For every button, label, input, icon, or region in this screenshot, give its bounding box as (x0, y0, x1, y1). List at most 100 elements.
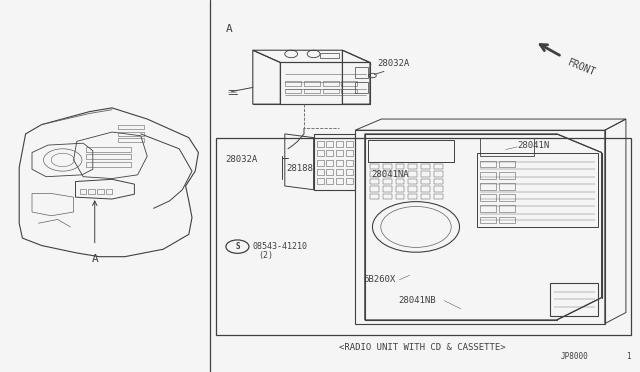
Bar (317, 141, 324, 147)
Bar (336, 178, 343, 184)
Bar (370, 164, 379, 169)
Bar (86, 154, 131, 159)
Text: (2): (2) (258, 251, 273, 260)
Bar (370, 194, 379, 199)
Bar (408, 194, 417, 199)
Text: 28032A: 28032A (225, 155, 257, 164)
Bar (326, 169, 333, 175)
Bar (346, 141, 353, 147)
Text: A: A (226, 24, 233, 34)
Bar (408, 171, 417, 177)
Text: 28032A: 28032A (378, 60, 410, 68)
Bar (346, 160, 353, 166)
Text: A: A (92, 254, 98, 264)
Bar (480, 138, 534, 156)
Bar (323, 81, 339, 86)
Text: 6B260X: 6B260X (364, 275, 396, 284)
Bar (370, 186, 379, 192)
Bar (355, 82, 368, 93)
Bar (106, 189, 112, 194)
Bar (355, 67, 368, 78)
Bar (336, 169, 343, 175)
Bar (434, 186, 443, 192)
Bar (336, 150, 343, 156)
Text: 28041NB: 28041NB (399, 296, 436, 305)
Bar (370, 179, 379, 184)
Bar (408, 164, 417, 169)
Bar (383, 194, 392, 199)
Bar (421, 186, 430, 192)
Bar (383, 164, 392, 169)
Bar (434, 194, 443, 199)
Bar (368, 140, 454, 162)
Bar (216, 138, 631, 335)
Bar (480, 161, 496, 167)
Bar (499, 183, 515, 190)
Bar (480, 172, 496, 179)
Bar (323, 89, 339, 93)
Bar (326, 178, 333, 184)
Bar (396, 179, 404, 184)
Text: 28041N: 28041N (517, 141, 549, 150)
Bar (408, 186, 417, 192)
Bar (383, 186, 392, 192)
Bar (88, 189, 95, 194)
Bar (499, 217, 515, 223)
Bar (317, 150, 324, 156)
Bar (421, 194, 430, 199)
Bar (434, 179, 443, 184)
Bar (304, 89, 320, 93)
Text: S: S (235, 242, 240, 251)
Bar (499, 172, 515, 179)
Bar (86, 162, 131, 167)
Bar (320, 53, 339, 58)
Bar (383, 171, 392, 177)
Bar (499, 161, 515, 167)
Text: 28188: 28188 (287, 164, 314, 173)
Bar (336, 160, 343, 166)
Bar (408, 179, 417, 184)
Bar (317, 178, 324, 184)
Bar (383, 179, 392, 184)
Text: 08543-41210: 08543-41210 (253, 242, 308, 251)
Bar (341, 81, 357, 86)
Bar (396, 194, 404, 199)
Bar (480, 194, 496, 201)
Bar (434, 164, 443, 169)
Bar (118, 125, 144, 129)
Bar (326, 160, 333, 166)
Bar (480, 183, 496, 190)
Bar (499, 205, 515, 212)
Bar (396, 164, 404, 169)
Bar (118, 138, 144, 142)
Bar (480, 205, 496, 212)
Bar (346, 169, 353, 175)
Bar (421, 164, 430, 169)
Bar (396, 186, 404, 192)
Bar (550, 283, 598, 316)
Bar (86, 147, 131, 152)
Bar (434, 171, 443, 177)
Bar (285, 81, 301, 86)
Bar (304, 81, 320, 86)
Bar (97, 189, 104, 194)
Bar (421, 171, 430, 177)
Bar (336, 141, 343, 147)
Text: FRONT: FRONT (566, 58, 597, 78)
Bar (370, 171, 379, 177)
Bar (421, 179, 430, 184)
Bar (346, 150, 353, 156)
Bar (285, 89, 301, 93)
Bar (326, 150, 333, 156)
Bar (499, 194, 515, 201)
Bar (341, 89, 357, 93)
Bar (396, 171, 404, 177)
Text: JP8000: JP8000 (561, 352, 589, 361)
Bar (317, 169, 324, 175)
Bar (118, 132, 144, 136)
Bar (346, 178, 353, 184)
Text: 1: 1 (626, 352, 630, 361)
Bar (317, 160, 324, 166)
Bar (480, 217, 496, 223)
Bar (80, 189, 86, 194)
